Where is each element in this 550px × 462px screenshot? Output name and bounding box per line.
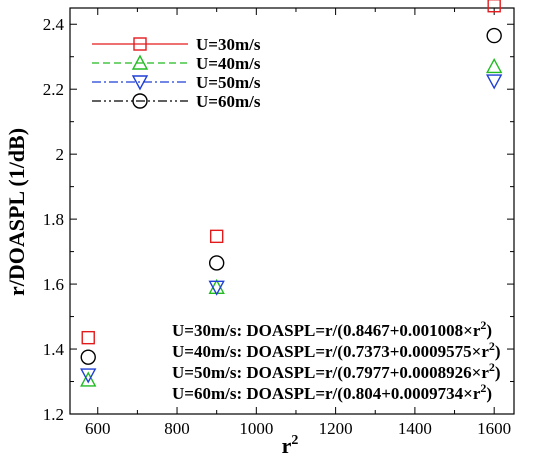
series-2-marker bbox=[80, 371, 97, 387]
series-2-marker bbox=[486, 57, 503, 74]
fit-equation: U=50m/s: DOASPL=r/(0.7977+0.0008926×r2) bbox=[172, 360, 501, 382]
legend-marker bbox=[132, 93, 148, 109]
x-axis-title: r2 bbox=[282, 433, 299, 458]
legend-label: U=50m/s bbox=[196, 73, 261, 92]
y-tick-label: 2.2 bbox=[43, 80, 64, 99]
x-axis-title-superscript: 2 bbox=[291, 433, 298, 448]
legend-marker bbox=[131, 75, 149, 91]
series-4-marker bbox=[208, 255, 225, 271]
x-tick-label: 1400 bbox=[398, 419, 432, 438]
legend-label: U=60m/s bbox=[196, 92, 261, 111]
plot-frame bbox=[69, 7, 515, 415]
series-3-marker bbox=[486, 74, 503, 90]
series-2-marker bbox=[208, 278, 225, 295]
y-axis-title: r/DOASPL (1/dB) bbox=[4, 128, 29, 296]
legend-label: U=40m/s bbox=[196, 54, 261, 73]
y-tick-label: 1.4 bbox=[43, 340, 65, 359]
y-tick-label: 2 bbox=[56, 145, 65, 164]
fit-equation: U=30m/s: DOASPL=r/(0.8467+0.001008×r2) bbox=[172, 318, 492, 340]
series-3-marker bbox=[208, 280, 225, 296]
series-1-marker bbox=[81, 330, 95, 345]
legend-label: U=30m/s bbox=[196, 35, 261, 54]
series-4-marker bbox=[80, 349, 96, 365]
x-tick-label: 1200 bbox=[319, 419, 353, 438]
fit-equations: U=30m/s: DOASPL=r/(0.8467+0.001008×r2)U=… bbox=[172, 318, 501, 403]
x-tick-label: 800 bbox=[164, 419, 190, 438]
x-tick-label: 1600 bbox=[477, 419, 511, 438]
y-tick-label: 1.8 bbox=[43, 210, 64, 229]
series-markers bbox=[80, 0, 503, 387]
y-tick-label: 1.2 bbox=[43, 405, 64, 424]
x-tick-label: 600 bbox=[85, 419, 111, 438]
series-4-marker bbox=[486, 27, 502, 44]
series-1-marker bbox=[209, 229, 224, 244]
legend: U=30m/sU=40m/sU=50m/sU=60m/s bbox=[92, 35, 261, 111]
fit-equation: U=40m/s: DOASPL=r/(0.7373+0.0009575×r2) bbox=[172, 339, 501, 361]
y-tick-label: 1.6 bbox=[43, 275, 64, 294]
y-tick-label: 2.4 bbox=[43, 15, 65, 34]
series-3-marker bbox=[80, 368, 97, 384]
legend-marker bbox=[131, 54, 149, 70]
series-1-marker bbox=[487, 0, 501, 13]
axis-ticks: 600 800 1000 1200 1400 1600 1.2 1.4 1.6 1.8 2 2.2 2.… bbox=[43, 8, 514, 438]
x-tick-label: 1000 bbox=[239, 419, 273, 438]
legend-marker bbox=[133, 37, 147, 51]
fit-equation: U=60m/s: DOASPL=r/(0.804+0.0009734×r2) bbox=[172, 381, 492, 403]
